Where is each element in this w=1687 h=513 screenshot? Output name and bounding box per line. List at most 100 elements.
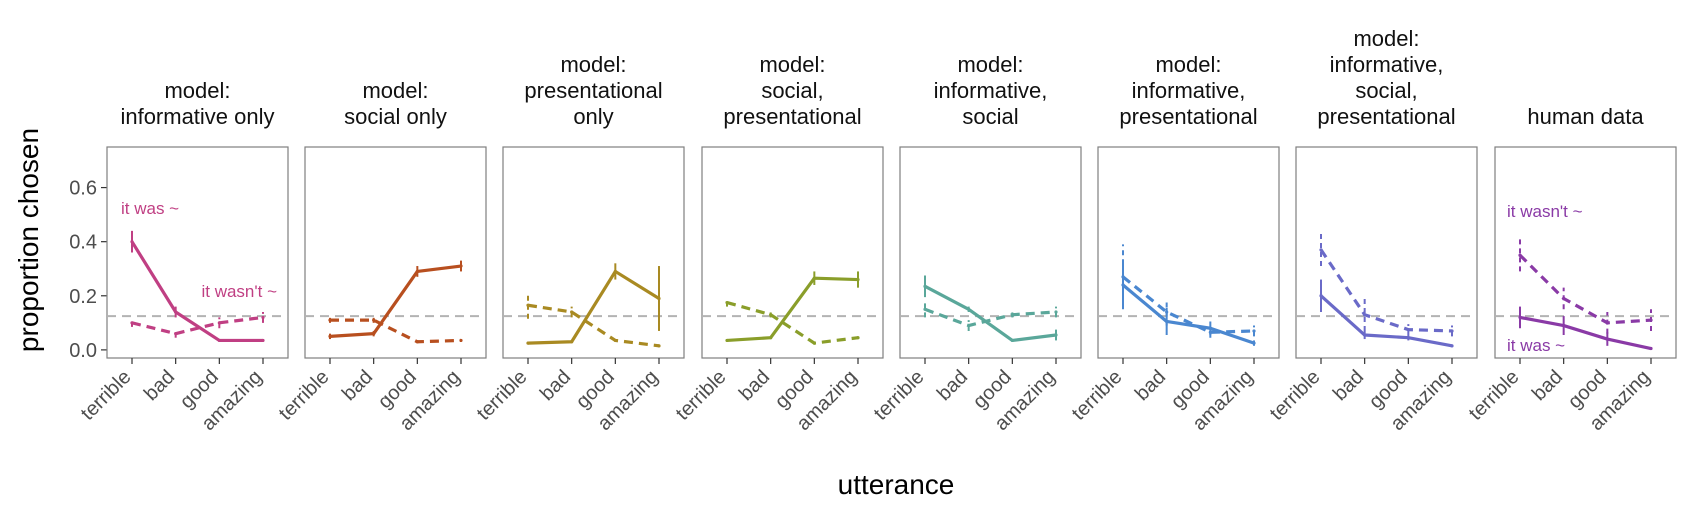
- data-point: [1054, 333, 1058, 337]
- data-point: [967, 323, 971, 328]
- panel-title-line: social: [962, 104, 1018, 129]
- data-point: [1605, 337, 1609, 341]
- data-point: [1319, 294, 1323, 298]
- series-line-solid: [329, 264, 462, 338]
- data-point: [1605, 321, 1609, 325]
- data-point: [1208, 330, 1212, 334]
- x-tick-label: terrible: [870, 366, 929, 425]
- panel-frame: [304, 146, 487, 359]
- series-line-dashed: [1121, 275, 1255, 334]
- panel-title-line: human data: [1527, 104, 1644, 129]
- data-point: [328, 334, 332, 338]
- series-line-solid: [924, 284, 1057, 343]
- data-point: [856, 336, 860, 340]
- series-line-dashed: [330, 318, 462, 344]
- series-line-solid: [1519, 315, 1652, 351]
- panel-1: model:informative only it was ~ it wasn't …: [77, 78, 289, 435]
- panel-title-line: presentational: [524, 78, 662, 103]
- data-point: [1562, 323, 1566, 328]
- x-tick-label: bad: [140, 366, 179, 405]
- data-point: [613, 269, 617, 274]
- y-axis-title: proportion chosen: [13, 128, 44, 352]
- data-point: [967, 307, 971, 311]
- series-line-dashed: [131, 315, 264, 336]
- data-point: [1518, 315, 1522, 320]
- panel-title-line: model:: [164, 78, 230, 103]
- data-point: [657, 344, 661, 348]
- x-tick-label: terrible: [1068, 366, 1127, 425]
- data-point: [1649, 318, 1653, 322]
- series-label: it wasn't ~: [1507, 202, 1583, 221]
- data-point: [415, 269, 419, 274]
- x-tick-label: terrible: [275, 366, 334, 425]
- data-point: [725, 338, 729, 343]
- panel-frame: [502, 146, 685, 359]
- data-point: [261, 338, 265, 343]
- data-point: [1406, 327, 1410, 332]
- panel-6: model:informative,presentational terrible…: [1068, 52, 1280, 435]
- panel-frame: [1494, 146, 1677, 359]
- panel-7: model:informative,social,presentational t…: [1266, 26, 1478, 435]
- panel-title-line: presentational: [1119, 104, 1257, 129]
- x-tick-label: terrible: [473, 366, 532, 425]
- data-point: [174, 332, 178, 336]
- data-point: [812, 276, 816, 280]
- data-point: [1121, 283, 1125, 287]
- data-point: [459, 338, 463, 343]
- data-point: [657, 296, 661, 301]
- series-line-solid: [1319, 294, 1453, 348]
- panel-title-line: social,: [761, 78, 823, 103]
- x-tick-label: bad: [735, 366, 774, 405]
- data-point: [526, 341, 530, 345]
- data-point: [1562, 296, 1566, 301]
- series-line-solid: [527, 269, 660, 345]
- data-point: [1252, 329, 1256, 333]
- panel-title-line: presentational: [1317, 104, 1455, 129]
- x-tick-label: bad: [536, 366, 575, 405]
- data-point: [372, 318, 376, 322]
- x-tick-label: terrible: [1465, 366, 1524, 425]
- panel-title-line: informative only: [120, 104, 274, 129]
- data-point: [769, 313, 773, 317]
- data-point: [1165, 310, 1169, 314]
- x-tick-label: bad: [1131, 366, 1170, 405]
- panel-title-line: informative,: [1132, 78, 1246, 103]
- series-line-dashed: [1518, 254, 1652, 325]
- data-point: [1450, 344, 1454, 348]
- data-point: [328, 318, 332, 322]
- data-point: [372, 332, 376, 336]
- y-tick-label: 0.0: [69, 340, 97, 362]
- data-point: [613, 338, 617, 343]
- data-point: [217, 321, 221, 325]
- x-tick-label: bad: [933, 366, 972, 405]
- data-point: [1121, 275, 1125, 279]
- data-point: [261, 315, 265, 320]
- data-point: [570, 340, 574, 344]
- panel-frame: [899, 146, 1082, 359]
- panel-title-line: informative,: [934, 78, 1048, 103]
- series-line-solid: [1121, 283, 1255, 345]
- data-point: [1252, 341, 1256, 345]
- x-tick-label: bad: [1329, 366, 1368, 405]
- y-tick-label: 0.6: [69, 178, 97, 200]
- series-label: it was ~: [1507, 336, 1565, 355]
- series-line-dashed: [726, 301, 859, 345]
- x-axis-title: utterance: [838, 469, 955, 500]
- x-tick-label: terrible: [672, 366, 731, 425]
- data-point: [130, 240, 134, 244]
- data-point: [1010, 313, 1014, 317]
- data-point: [217, 338, 221, 343]
- data-point: [130, 321, 134, 325]
- data-point: [1406, 336, 1410, 340]
- panel-title-line: informative,: [1330, 52, 1444, 77]
- data-point: [1010, 338, 1014, 343]
- series-line-dashed: [924, 307, 1057, 328]
- data-point: [923, 284, 927, 288]
- panel-title-line: model:: [759, 52, 825, 77]
